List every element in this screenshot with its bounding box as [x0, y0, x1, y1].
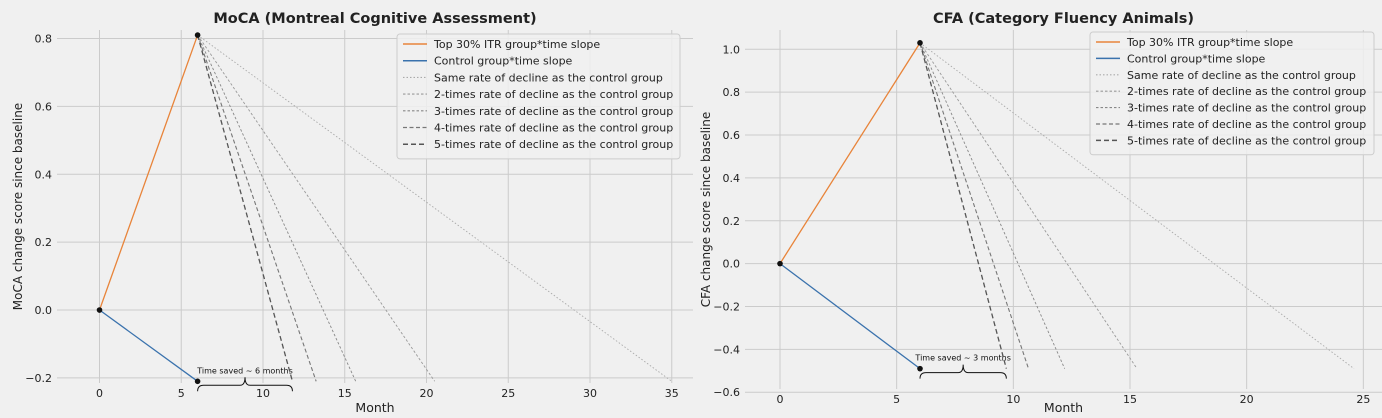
- cfa-chart-title: CFA (Category Fluency Animals): [933, 11, 1194, 27]
- moca-x-tick-label: 15: [338, 387, 352, 400]
- cfa-y-tick-label: 0.6: [723, 129, 741, 142]
- cfa-chart-panel: CFA (Category Fluency Animals) Month CFA…: [699, 11, 1382, 415]
- moca-x-tick-label: 35: [665, 387, 679, 400]
- moca-x-axis-label: Month: [355, 400, 394, 415]
- moca-legend-label-7: 5-times rate of decline as the control g…: [434, 138, 673, 151]
- cfa-series-line-2: [779, 263, 921, 370]
- cfa-legend-label-6: 4-times rate of decline as the control g…: [1127, 118, 1366, 131]
- cfa-legend-frame: [1089, 31, 1375, 156]
- moca-data-point: [96, 307, 103, 313]
- moca-y-tick-label: 0.8: [35, 32, 53, 45]
- moca-legend-label-4: 2-times rate of decline as the control g…: [434, 88, 673, 101]
- cfa-y-tick-label: 0.4: [723, 172, 741, 185]
- moca-annotation-time-saved: Time saved ~ 6 months: [196, 366, 292, 375]
- cfa-series-line-7: [919, 42, 1007, 369]
- cfa-x-tick-label: 20: [1240, 393, 1254, 406]
- moca-series-line-6: [197, 34, 317, 382]
- cfa-y-axis-label: CFA change score since baseline: [699, 112, 713, 308]
- moca-x-tick-label: 30: [583, 387, 597, 400]
- moca-series-line-7: [196, 34, 294, 382]
- moca-legend-label-5: 3-times rate of decline as the control g…: [434, 105, 673, 118]
- moca-y-axis-label: MoCA change score since baseline: [11, 103, 25, 310]
- moca-data-point: [194, 32, 201, 38]
- cfa-legend-label-1: Top 30% ITR group*time slope: [1126, 36, 1293, 49]
- cfa-y-tick-label: −0.4: [713, 343, 740, 356]
- cfa-y-tick-label: −0.6: [713, 386, 740, 399]
- cfa-legend-label-5: 3-times rate of decline as the control g…: [1127, 102, 1366, 115]
- moca-chart-panel: MoCA (Montreal Cognitive Assessment) Mon…: [11, 11, 693, 415]
- cfa-annotation-time-saved: Time saved ~ 3 months: [914, 354, 1010, 363]
- cfa-y-tick-label: −0.2: [713, 300, 740, 313]
- cfa-legend-label-7: 5-times rate of decline as the control g…: [1127, 134, 1366, 147]
- cfa-series-line-4: [919, 42, 1138, 369]
- cfa-y-tick-label: 0.8: [723, 86, 741, 99]
- moca-y-tick-label: −0.2: [25, 372, 52, 385]
- moca-legend-label-2: Control group*time slope: [434, 55, 573, 68]
- moca-data-point: [194, 378, 201, 385]
- cfa-y-tick-label: 0.2: [723, 215, 741, 228]
- moca-series-line-1: [98, 34, 199, 311]
- moca-x-tick-label: 10: [256, 387, 270, 400]
- cfa-series-line-6: [919, 42, 1030, 369]
- moca-legend: Top 30% ITR group*time slope Control grou…: [396, 33, 681, 160]
- cfa-data-point: [777, 260, 783, 267]
- moca-y-tick-label: 0.2: [35, 236, 53, 249]
- moca-series-line-5: [197, 34, 357, 382]
- cfa-series-line-3: [919, 42, 1355, 369]
- moca-legend-frame: [396, 33, 681, 160]
- moca-x-tick-label: 0: [96, 387, 103, 400]
- moca-series-line-4: [197, 34, 436, 382]
- cfa-x-tick-label: 25: [1356, 393, 1370, 406]
- cfa-legend: Top 30% ITR group*time slope Control grou…: [1089, 31, 1375, 156]
- cfa-x-tick-label: 15: [1123, 393, 1137, 406]
- cfa-series-line-5: [919, 42, 1066, 369]
- cfa-time-saved-brace: [919, 364, 1007, 379]
- moca-series-line-2: [99, 309, 198, 382]
- moca-y-tick-label: 0.6: [35, 100, 53, 113]
- cfa-data-point: [917, 40, 923, 46]
- moca-legend-label-1: Top 30% ITR group*time slope: [433, 38, 600, 51]
- cfa-x-axis-label: Month: [1044, 400, 1083, 415]
- cfa-legend-label-4: 2-times rate of decline as the control g…: [1127, 85, 1366, 98]
- cfa-series-line-1: [779, 42, 921, 264]
- cfa-x-tick-label: 0: [777, 393, 784, 406]
- moca-chart-title: MoCA (Montreal Cognitive Assessment): [213, 11, 536, 27]
- cfa-y-tick-label: 0.0: [723, 258, 741, 271]
- moca-x-tick-label: 20: [420, 387, 434, 400]
- moca-legend-label-6: 4-times rate of decline as the control g…: [434, 122, 673, 135]
- cfa-legend-label-2: Control group*time slope: [1127, 52, 1266, 65]
- moca-x-tick-label: 5: [178, 387, 185, 400]
- cfa-x-tick-label: 5: [893, 393, 900, 406]
- cfa-y-tick-label: 1.0: [723, 43, 741, 56]
- moca-legend-label-3: Same rate of decline as the control grou…: [434, 71, 663, 84]
- moca-y-tick-label: 0.0: [35, 304, 53, 317]
- moca-time-saved-brace: [197, 377, 293, 392]
- moca-x-tick-label: 25: [501, 387, 515, 400]
- moca-y-tick-label: 0.4: [35, 168, 53, 181]
- cfa-legend-label-3: Same rate of decline as the control grou…: [1127, 69, 1356, 82]
- cfa-data-point: [917, 365, 923, 372]
- cfa-x-tick-label: 10: [1006, 393, 1020, 406]
